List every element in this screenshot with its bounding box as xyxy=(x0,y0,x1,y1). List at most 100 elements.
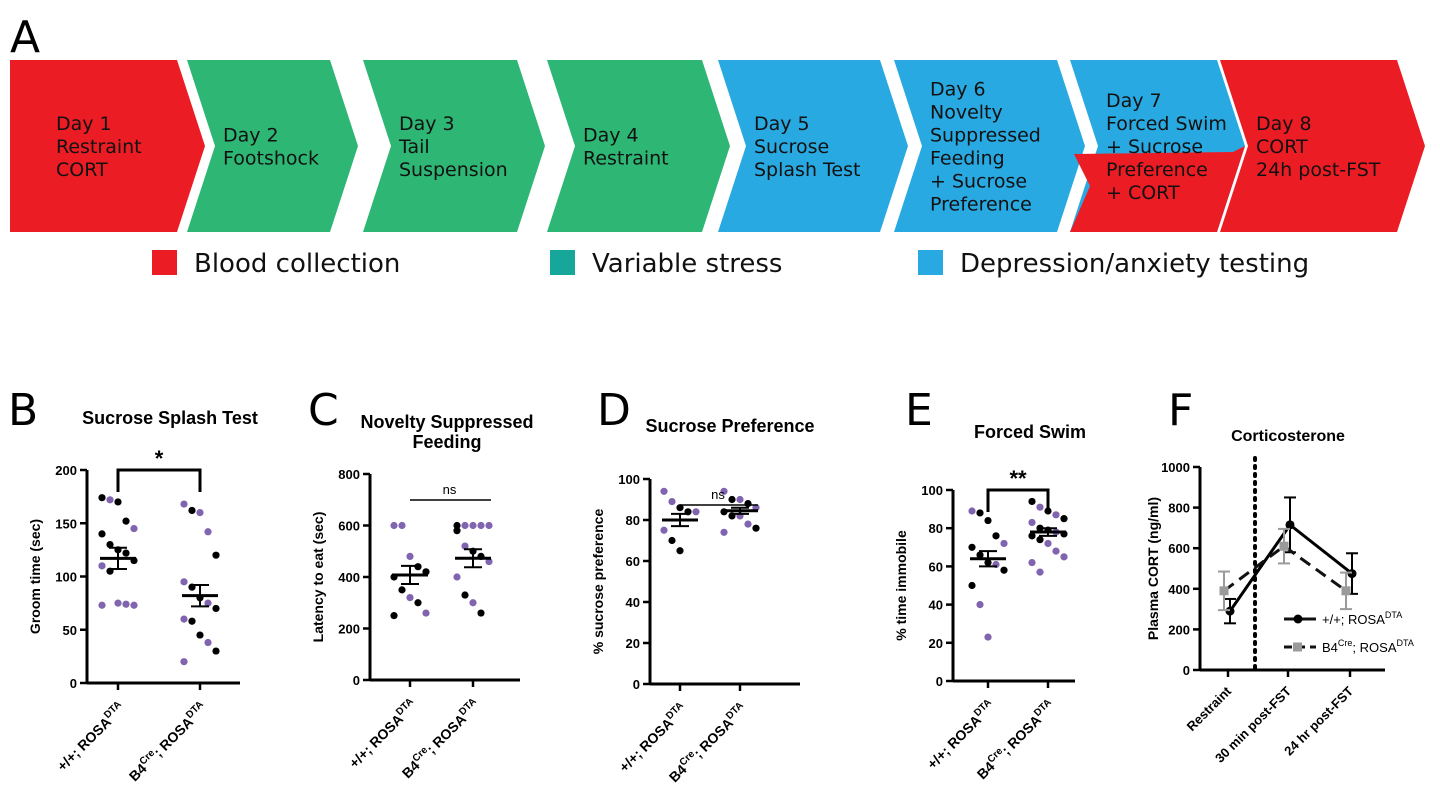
timeline-step-text: Day 5 xyxy=(754,113,810,135)
data-point xyxy=(744,500,752,508)
panel-letter: F xyxy=(1168,385,1193,436)
y-axis-label: Groom time (sec) xyxy=(27,519,43,634)
series-line xyxy=(1223,544,1347,593)
legend-label-part: DTA xyxy=(1397,638,1414,648)
legend-label: B4Cre; ROSADTA xyxy=(1322,638,1414,655)
timeline-step-text: Novelty xyxy=(930,102,1003,124)
legend-item-3: Depression/anxiety testing xyxy=(918,249,1309,279)
label-superscript: DTA xyxy=(394,696,416,718)
data-point xyxy=(398,586,406,594)
chart-panel-E: E Forced Swim 0 20 40 60 80 100 % time immobile +… xyxy=(893,385,1086,782)
series-marker xyxy=(1341,586,1351,596)
data-point xyxy=(477,609,485,617)
label-superscript: DTA xyxy=(184,699,206,721)
timeline-chevron xyxy=(718,60,908,232)
data-point xyxy=(180,500,188,508)
data-point xyxy=(130,601,138,609)
data-point xyxy=(453,573,461,581)
data-point xyxy=(668,497,676,506)
series-2 xyxy=(1218,527,1352,612)
data-point xyxy=(461,591,469,599)
label-part: +/+; ROSA xyxy=(924,712,984,772)
timeline-chevron xyxy=(187,60,358,232)
significance-bracket xyxy=(116,468,202,492)
y-tick-label: 100 xyxy=(618,472,640,487)
data-point xyxy=(720,487,728,495)
data-point xyxy=(477,521,485,530)
y-axis-label: % time immobile xyxy=(893,530,909,641)
data-point xyxy=(122,517,130,525)
data-point xyxy=(390,612,398,620)
data-point xyxy=(485,521,493,530)
data-point xyxy=(188,617,196,625)
data-point xyxy=(1052,511,1060,519)
panel-letter: C xyxy=(308,385,339,436)
y-tick-label: 100 xyxy=(921,483,943,498)
series-marker xyxy=(1279,541,1289,551)
y-tick-label: 20 xyxy=(929,636,943,651)
data-point xyxy=(984,633,992,641)
y-tick-label: 40 xyxy=(626,595,640,610)
y-tick-label: 600 xyxy=(1168,541,1190,556)
timeline-step-text: Footshock xyxy=(223,148,319,170)
y-tick-label: 0 xyxy=(70,676,77,691)
timeline-step-text: Splash Test xyxy=(754,159,860,181)
legend-swatch xyxy=(918,250,943,275)
data-point xyxy=(968,543,976,551)
legend-marker xyxy=(1293,614,1303,624)
legend-label-part: ; ROSA xyxy=(1352,640,1396,655)
data-point xyxy=(212,647,220,655)
chart-title: Forced Swim xyxy=(974,422,1086,442)
legend-item-1: Blood collection xyxy=(152,249,400,279)
y-tick-label: 0 xyxy=(936,674,943,689)
data-point xyxy=(1044,539,1052,548)
timeline-step-text: Feeding xyxy=(930,148,1005,170)
data-point xyxy=(122,600,130,608)
timeline-chevron-lower xyxy=(1070,146,1245,232)
legend-label: +/+; ROSADTA xyxy=(1322,610,1402,627)
legend-label-part: Cre xyxy=(1338,638,1353,648)
series-marker xyxy=(1347,569,1357,579)
panel-letter: B xyxy=(8,385,38,436)
data-point xyxy=(469,521,477,530)
label-superscript: DTA xyxy=(102,699,124,721)
data-point xyxy=(180,658,188,666)
data-point xyxy=(728,495,736,504)
data-point xyxy=(976,601,984,609)
chart-panel-C: C Novelty Suppressed Feeding 0 200 400 600 800 L… xyxy=(308,385,534,781)
label-part: ; ROSA xyxy=(998,712,1044,758)
timeline-step-text: CORT xyxy=(1256,136,1308,158)
data-point xyxy=(453,521,461,530)
data-point xyxy=(736,495,744,504)
series-marker xyxy=(1225,606,1235,616)
timeline-chevron xyxy=(547,60,730,232)
data-point xyxy=(984,516,992,525)
timeline-step-text: CORT xyxy=(56,159,108,181)
timeline-step-text: Preference xyxy=(930,194,1032,216)
data-point xyxy=(976,551,984,559)
data-point xyxy=(196,631,204,639)
data-point xyxy=(692,508,700,516)
timeline-chevron xyxy=(10,60,205,232)
data-point xyxy=(720,528,728,536)
label-superscript: DTA xyxy=(457,696,479,718)
y-tick-label: 800 xyxy=(1168,501,1190,516)
timeline-step-text: + Sucrose xyxy=(1106,136,1203,158)
label-part: +/+; ROSA xyxy=(54,714,114,774)
y-tick-label: 80 xyxy=(626,513,640,528)
data-point xyxy=(992,532,1000,540)
label-part: ; ROSA xyxy=(423,711,469,757)
y-tick-label: 600 xyxy=(338,519,360,534)
significance-label: ns xyxy=(711,487,725,502)
y-tick-label: 150 xyxy=(55,516,77,531)
data-point xyxy=(1000,539,1008,548)
timeline-chevron xyxy=(1220,60,1425,232)
legend-entry: B4Cre; ROSADTA xyxy=(1284,638,1414,655)
data-point xyxy=(968,507,976,515)
x-category-label: B4Cre; ROSADTA xyxy=(125,699,210,784)
series-marker xyxy=(1219,586,1229,596)
y-tick-label: 60 xyxy=(626,554,640,569)
timeline-step-text: Day 6 xyxy=(930,79,986,101)
